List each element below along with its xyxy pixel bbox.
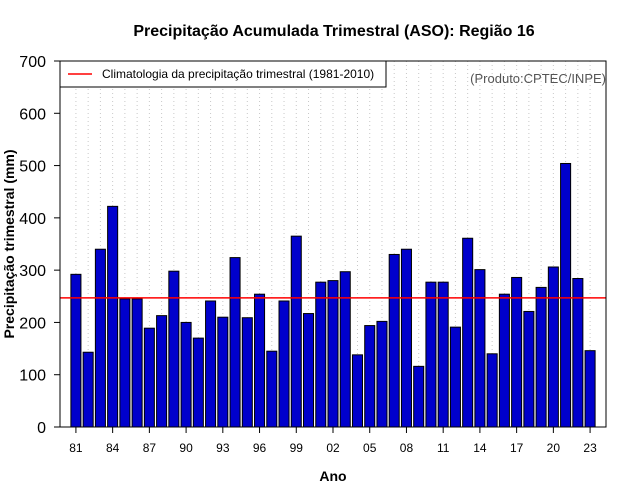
x-tick-label: 20	[547, 441, 561, 455]
bar	[535, 286, 547, 428]
bar	[511, 276, 523, 428]
x-axis: 81 84 87 90 93 96 99 02 05 08 11 14 17 20 23	[69, 427, 597, 455]
bar	[584, 350, 596, 428]
x-tick-label: 87	[143, 441, 157, 455]
bar	[462, 237, 474, 428]
bar	[156, 315, 168, 428]
legend-label: Climatologia da precipitação trimestral …	[102, 67, 374, 81]
chart-title: Precipitação Acumulada Trimestral (ASO):…	[133, 23, 534, 40]
x-tick-label: 99	[290, 441, 304, 455]
bar	[143, 327, 155, 428]
bar	[94, 248, 106, 428]
bar	[290, 235, 302, 428]
bar	[168, 270, 180, 428]
x-tick-label: 23	[583, 441, 597, 455]
x-tick-label: 02	[326, 441, 340, 455]
x-tick-label: 14	[473, 441, 487, 455]
bar	[82, 351, 94, 428]
bar	[192, 337, 204, 428]
x-tick-label: 93	[216, 441, 230, 455]
x-axis-title: Ano	[319, 468, 346, 484]
x-tick-label: 05	[363, 441, 377, 455]
bar	[339, 271, 351, 428]
legend: Climatologia da precipitação trimestral …	[59, 60, 387, 88]
x-tick-label: 08	[400, 441, 414, 455]
bars	[70, 162, 596, 428]
bar	[241, 317, 253, 428]
bar	[560, 162, 572, 428]
bar	[498, 293, 510, 428]
y-tick-label: 400	[19, 211, 46, 228]
y-axis-title: Precipitação trimestral (mm)	[1, 149, 17, 338]
bar	[437, 281, 449, 428]
y-tick-label: 100	[19, 368, 46, 385]
y-tick-label: 300	[19, 263, 46, 280]
bar	[400, 248, 412, 428]
x-tick-label: 11	[437, 441, 450, 455]
x-tick-label: 81	[69, 441, 83, 455]
bar	[205, 300, 217, 428]
bar	[327, 280, 339, 428]
bar	[229, 257, 241, 428]
bar	[266, 350, 278, 428]
bar	[107, 205, 119, 428]
credit-text: (Produto:CPTEC/INPE)	[470, 71, 606, 86]
bar	[351, 354, 364, 428]
bar	[278, 300, 290, 428]
bar	[315, 281, 327, 428]
bar	[486, 353, 498, 428]
bar	[425, 281, 437, 428]
bar	[376, 320, 388, 428]
x-tick-label: 90	[179, 441, 193, 455]
y-tick-label: 0	[37, 420, 46, 437]
y-tick-label: 600	[19, 106, 46, 123]
legend-box	[59, 60, 387, 88]
bar	[547, 266, 559, 428]
bar	[388, 253, 400, 428]
y-tick-label: 200	[19, 315, 46, 332]
y-tick-label: 700	[19, 54, 46, 71]
bar	[254, 293, 266, 428]
x-tick-label: 17	[510, 441, 524, 455]
x-tick-label: 84	[106, 441, 120, 455]
bar	[523, 310, 535, 428]
bar	[572, 278, 584, 428]
bar	[364, 325, 376, 428]
bar	[119, 298, 131, 428]
y-tick-label: 500	[19, 159, 46, 176]
bar	[180, 321, 192, 428]
bar	[131, 298, 143, 428]
bar	[449, 326, 461, 428]
bar	[413, 365, 425, 428]
y-axis: 0 100 200 300 400 500 600 700	[19, 54, 60, 437]
x-tick-label: 96	[253, 441, 267, 455]
bar	[474, 269, 486, 428]
bar	[217, 316, 229, 428]
bar	[302, 313, 315, 428]
